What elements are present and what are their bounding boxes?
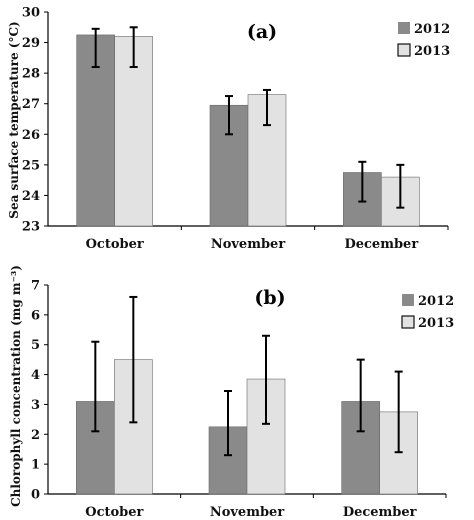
panel-a-category-label: November [211, 237, 285, 252]
panel-b-legend-swatch-2013 [401, 315, 415, 329]
panel-b-category-label: November [210, 505, 284, 520]
panel-a-ylabel-wrap: Sea surface temperature (°C) [7, 21, 21, 218]
panel-a-title: (a) [247, 21, 277, 43]
panel-b-ytick-label: 6 [31, 308, 40, 323]
panel-b-ytick-label: 7 [31, 279, 40, 294]
panel-b-ytick-label: 0 [31, 488, 40, 503]
panel-a-ticks: 23 24 25 26 27 28 29 30 [22, 6, 449, 235]
panel-b-legend-label-2012: 2012 [418, 294, 454, 309]
panel-a-legend-label-2013: 2013 [414, 44, 450, 59]
panel-b-bars [76, 359, 418, 495]
panel-b-legend-label-2013: 2013 [418, 316, 454, 331]
panel-b-ytick-label: 1 [31, 458, 40, 473]
panel-a-ytick-label: 29 [22, 36, 40, 51]
panel-b-ylabel: Chlorophyll concentration (mg m⁻³) [9, 265, 23, 507]
panel-b-ylabel-wrap: Chlorophyll concentration (mg m⁻³) [9, 265, 23, 507]
panel-b-category-label: December [343, 505, 417, 520]
panel-b-categories: October November December [85, 505, 416, 520]
panel-b-ytick-label: 5 [31, 338, 40, 353]
panel-b-error-bars [91, 295, 403, 457]
panel-a-categories: October November December [86, 237, 419, 252]
panel-a-category-label: October [86, 237, 144, 252]
panel-a-ytick-label: 26 [22, 128, 40, 143]
panel-a-bars [76, 34, 420, 227]
panel-a-ytick-label: 28 [22, 67, 40, 82]
panel-b-ytick-label: 3 [31, 398, 40, 413]
panel-b-ytick-label: 2 [31, 428, 40, 443]
panel-b-chart: Chlorophyll concentration (mg m⁻³) (b) 0… [9, 265, 454, 520]
panel-a-legend: 2012 2013 [397, 22, 450, 59]
panel-a-ytick-label: 30 [22, 6, 40, 21]
panel-a-ytick-label: 24 [22, 189, 40, 204]
panel-b-category-label: October [85, 505, 143, 520]
panel-a-category-label: December [344, 237, 418, 252]
panel-a-ytick-label: 27 [22, 97, 40, 112]
panel-b-legend: 2012 2013 [401, 294, 454, 331]
panel-a-legend-swatch-2013 [397, 43, 411, 57]
panel-b-ticks: 0 1 2 3 4 5 6 7 [31, 279, 447, 503]
panel-a-legend-label-2012: 2012 [414, 22, 450, 37]
panel-a-ylabel: Sea surface temperature (°C) [7, 21, 21, 218]
panel-a-legend-swatch-2012 [398, 22, 410, 34]
panel-b-legend-swatch-2012 [402, 294, 414, 306]
panel-a-error-bars [91, 26, 405, 209]
panel-a-chart: Sea surface temperature (°C) (a) 2324252… [7, 6, 450, 253]
panel-a-ytick-label: 25 [22, 158, 40, 173]
panel-a-ytick-label: 23 [22, 220, 40, 235]
panel-b-title: (b) [254, 287, 285, 309]
panel-b-ytick-label: 4 [31, 368, 40, 383]
